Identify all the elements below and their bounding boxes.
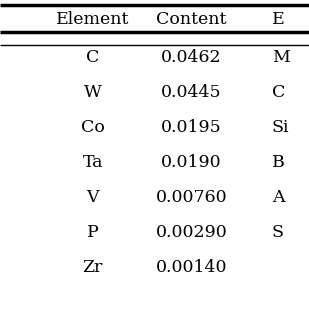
Text: Element: Element (56, 11, 129, 28)
Text: Co: Co (81, 119, 105, 136)
Text: S: S (272, 224, 284, 241)
Text: Si: Si (272, 119, 290, 136)
Text: C: C (272, 84, 285, 101)
Text: Zr: Zr (83, 259, 103, 276)
Text: 0.0445: 0.0445 (161, 84, 222, 101)
Text: V: V (87, 189, 99, 206)
Text: 0.00140: 0.00140 (156, 259, 227, 276)
Text: 0.00760: 0.00760 (156, 189, 227, 206)
Text: 0.0462: 0.0462 (161, 49, 222, 66)
Text: M: M (272, 49, 290, 66)
Text: P: P (87, 224, 99, 241)
Text: 0.0195: 0.0195 (161, 119, 222, 136)
Text: W: W (84, 84, 102, 101)
Text: 0.0190: 0.0190 (161, 154, 222, 171)
Text: C: C (86, 49, 99, 66)
Text: A: A (272, 189, 284, 206)
Text: E: E (272, 11, 285, 28)
Text: Content: Content (156, 11, 227, 28)
Text: Ta: Ta (83, 154, 103, 171)
Text: 0.00290: 0.00290 (156, 224, 227, 241)
Text: B: B (272, 154, 285, 171)
